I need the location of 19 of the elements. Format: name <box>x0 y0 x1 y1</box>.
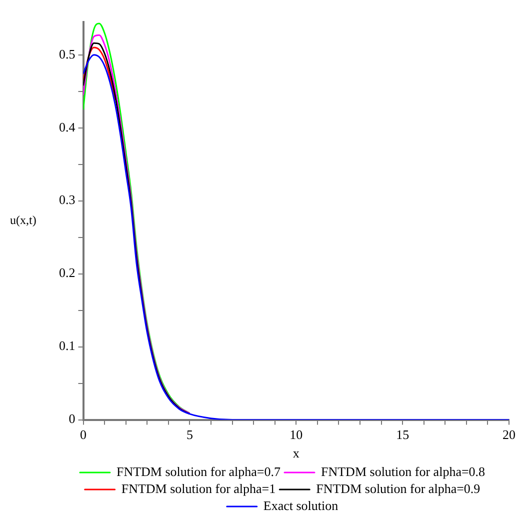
legend-label: Exact solution <box>263 498 339 513</box>
y-tick-label: 0.1 <box>59 338 76 354</box>
x-tick-label: 0 <box>80 427 86 442</box>
y-tick-label: 0.3 <box>59 192 76 208</box>
x-tick-label: 5 <box>186 427 193 442</box>
x-axis-title: x <box>292 446 300 461</box>
x-tick-label: 15 <box>396 427 410 442</box>
y-axis-title: u(x,t) <box>10 213 36 228</box>
x-tick-label: 10 <box>290 427 303 442</box>
x-tick-label: 20 <box>502 427 516 442</box>
legend-label: FNTDM solution for alpha=0.9 <box>316 480 480 496</box>
y-tick-label: 0.4 <box>59 119 76 134</box>
y-tick-label: 0.2 <box>59 265 76 280</box>
line-series <box>83 46 116 101</box>
legend-label: FNTDM solution for alpha=0.7 <box>116 464 281 479</box>
legend-label: FNTDM solution for alpha=0.8 <box>321 464 486 479</box>
legend-label: FNTDM solution for alpha=1 <box>121 480 276 496</box>
y-tick-label: 0.5 <box>59 46 76 62</box>
y-tick-label: 0 <box>68 411 76 426</box>
